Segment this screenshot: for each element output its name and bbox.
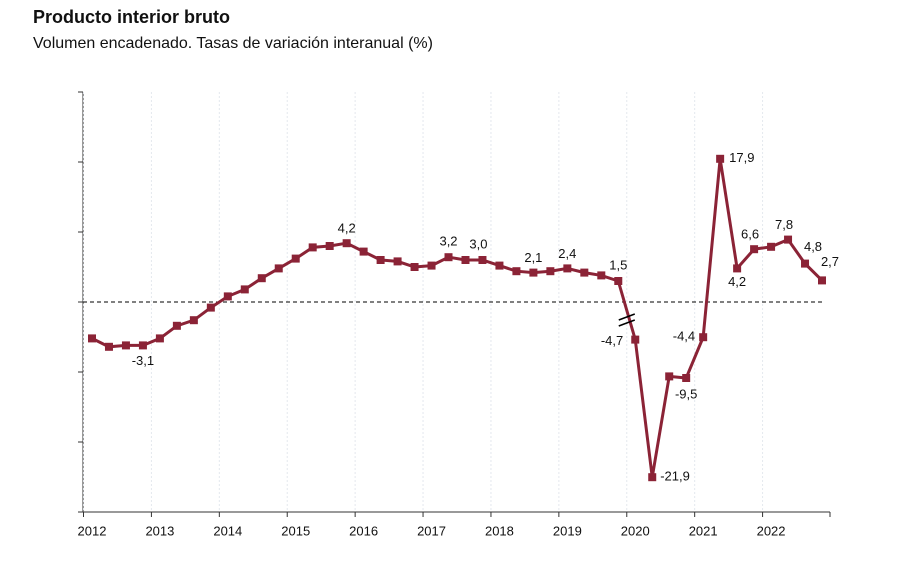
point: [393, 257, 402, 266]
point: [325, 242, 334, 250]
data-label: 7,8: [775, 217, 793, 232]
data-label: 2,7: [821, 254, 839, 269]
point: [444, 253, 453, 262]
point: [121, 341, 130, 350]
point: [699, 333, 708, 342]
point: [427, 261, 436, 270]
point: [104, 342, 113, 351]
point: [546, 267, 555, 276]
point: [342, 239, 351, 248]
point: [410, 263, 419, 271]
x-tick-label: 2020: [621, 523, 650, 538]
point: [240, 285, 249, 294]
point: [257, 274, 266, 283]
point: [291, 254, 300, 263]
x-tick-label: 2012: [78, 523, 107, 538]
point: [512, 267, 521, 276]
point: [750, 245, 759, 254]
data-label: -4,4: [673, 329, 695, 344]
data-label: -21,9: [660, 469, 690, 484]
point: [529, 268, 538, 277]
point: [223, 292, 232, 301]
point: [614, 277, 623, 285]
axis-break: [618, 313, 636, 321]
data-label: -9,5: [675, 386, 697, 401]
line: [633, 158, 824, 478]
point: [665, 372, 674, 381]
point: [274, 264, 283, 273]
point: [461, 256, 470, 264]
x-tick-label: 2019: [553, 523, 582, 538]
x-tick-label: 2022: [757, 523, 786, 538]
point: [563, 264, 572, 273]
point: [478, 256, 487, 264]
point: [818, 276, 826, 285]
data-label: 4,8: [804, 239, 822, 254]
x-tick-label: 2013: [145, 523, 174, 538]
x-tick-label: 2018: [485, 523, 514, 538]
point: [495, 261, 504, 270]
point: [648, 473, 657, 482]
point: [631, 335, 640, 344]
data-label: 6,6: [741, 227, 759, 242]
point: [359, 247, 368, 256]
data-label: 17,9: [729, 150, 754, 165]
x-tick-label: 2017: [417, 523, 446, 538]
point: [206, 303, 215, 312]
point: [308, 243, 317, 252]
point: [682, 374, 691, 382]
data-label: 4,2: [728, 274, 746, 289]
x-tick-label: 2021: [689, 523, 718, 538]
point: [189, 316, 198, 325]
point: [172, 321, 181, 330]
data-label: 3,2: [439, 234, 457, 249]
break-connector: [616, 280, 637, 341]
x-tick-label: 2015: [281, 523, 310, 538]
point: [733, 264, 742, 273]
point: [784, 235, 793, 244]
x-tick-label: 2014: [213, 523, 242, 538]
data-label: 1,5: [609, 257, 627, 272]
axis-break: [618, 319, 636, 327]
point: [716, 154, 725, 163]
point: [88, 334, 96, 343]
data-label: 4,2: [338, 221, 356, 236]
point: [801, 259, 810, 268]
point: [580, 268, 589, 277]
point: [376, 256, 385, 264]
point: [767, 242, 776, 251]
chart-title: Producto interior bruto: [33, 7, 230, 27]
x-tick-label: 2016: [349, 523, 378, 538]
point: [597, 271, 606, 280]
point: [155, 334, 164, 343]
data-label: 2,1: [524, 250, 542, 265]
data-label: -4,7: [601, 333, 623, 348]
data-label: -3,1: [132, 353, 154, 368]
data-label: 2,4: [558, 246, 576, 261]
chart-subtitle: Volumen encadenado. Tasas de variación i…: [33, 35, 433, 52]
data-label: 3,0: [469, 236, 487, 251]
point: [138, 341, 147, 350]
